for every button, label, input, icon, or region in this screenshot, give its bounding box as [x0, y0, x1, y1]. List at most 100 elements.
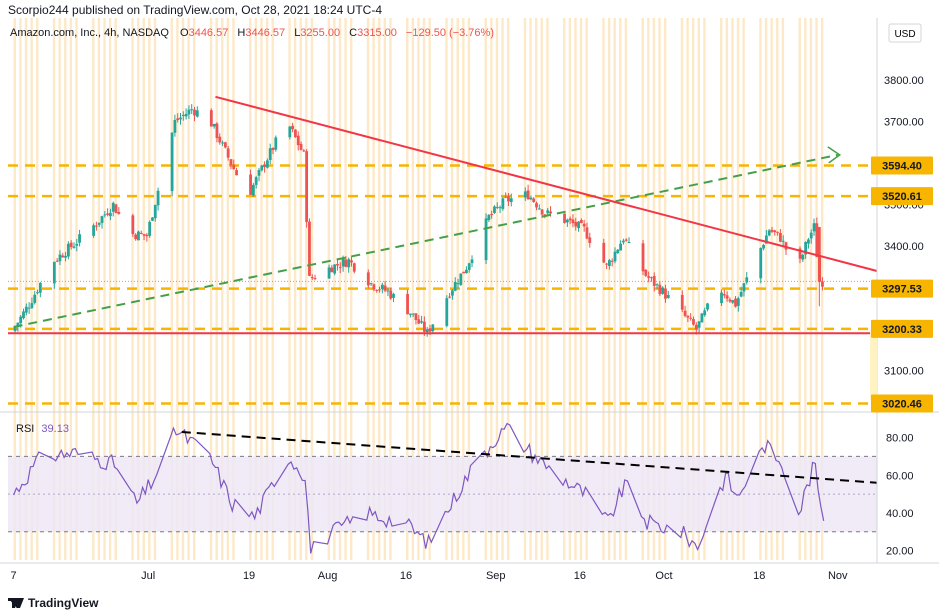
candle-body [666, 295, 670, 298]
session-stripe [647, 18, 650, 560]
price-tick-label: 3400.00 [884, 241, 924, 253]
session-stripe [736, 18, 740, 560]
session-stripe [462, 18, 465, 560]
candle-body [369, 283, 373, 285]
candle-body [156, 190, 160, 206]
candle-body [232, 164, 236, 170]
candle-body [209, 110, 213, 127]
candle-body [484, 218, 488, 261]
candle-body [145, 234, 149, 237]
candle-body [742, 283, 746, 292]
session-stripe [52, 18, 56, 560]
session-stripe [103, 18, 106, 560]
resistance-trend-line [215, 95, 878, 272]
candle-body [212, 123, 216, 127]
candle-body [305, 151, 309, 222]
candle-body [111, 202, 115, 212]
candle-body [610, 260, 614, 262]
session-stripe [327, 18, 330, 560]
candle-body [372, 284, 376, 290]
candle-body [661, 287, 665, 294]
time-tick-label: Oct [655, 570, 672, 582]
candle-body [308, 221, 311, 276]
candle-body [728, 299, 732, 302]
session-stripe [36, 18, 39, 560]
candle-body [697, 321, 701, 328]
candle-body [501, 198, 505, 209]
candle-body [411, 313, 415, 315]
candle-body [462, 271, 466, 274]
candle-body [153, 204, 157, 219]
candle-body [103, 214, 107, 216]
candle-body [184, 114, 188, 117]
candle-body [734, 298, 737, 307]
candle-body [622, 240, 625, 243]
candle-body [535, 203, 538, 208]
green-trend-line [13, 153, 838, 328]
session-stripe [226, 18, 230, 560]
ohlc-change-value: −129.50 (−3.76%) [406, 27, 494, 39]
candle-body [117, 211, 121, 214]
rsi-axis[interactable]: 80.00 60.00 40.00 20.00 [886, 433, 914, 558]
price-level-tag-label: 3594.40 [882, 160, 922, 172]
candle-body [347, 259, 351, 268]
candle-body [16, 322, 20, 327]
candle-body [97, 222, 101, 225]
candle-body [574, 221, 578, 227]
ohlc-high-value: 3446.57 [245, 27, 285, 39]
candle-body [776, 231, 779, 233]
candle-body [151, 217, 154, 221]
candle-body [378, 289, 381, 291]
session-stripe [260, 18, 263, 560]
session-stripe [209, 18, 213, 560]
candle-body [27, 307, 31, 309]
session-stripe [19, 18, 22, 560]
candle-body [408, 313, 412, 315]
candle-body [142, 233, 146, 236]
candle-body [425, 329, 429, 333]
candle-body [263, 164, 266, 168]
time-tick-label: 16 [574, 570, 586, 582]
currency-box[interactable] [888, 23, 922, 43]
tradingview-logo[interactable]: TradingView [8, 596, 98, 610]
candle-body [770, 229, 774, 232]
ohlc-close-label: C [349, 27, 357, 39]
session-stripe [221, 18, 224, 560]
session-stripe [770, 18, 773, 560]
candle-body [265, 160, 269, 168]
time-tick-label: 19 [243, 570, 255, 582]
candle-body [703, 310, 707, 316]
candle-body [453, 281, 457, 291]
candle-body [170, 132, 174, 192]
candle-body [493, 206, 496, 213]
candle-body [467, 263, 471, 270]
candle-body [215, 123, 219, 139]
candle-body [294, 129, 297, 138]
candle-body [195, 110, 199, 117]
candle-body [223, 142, 227, 148]
time-axis[interactable]: 7 Jul 19 Aug 16 Sep 16 Oct 18 Nov [11, 570, 848, 582]
candle-body [92, 225, 95, 236]
session-stripe [579, 18, 583, 560]
time-tick-label: Jul [141, 570, 155, 582]
candle-body [680, 294, 684, 310]
candle-body [406, 294, 409, 315]
candle-body [523, 191, 527, 198]
trend-lines[interactable] [8, 95, 878, 335]
candle-body [537, 208, 541, 210]
session-stripe [686, 18, 689, 560]
candle-body [338, 267, 342, 269]
candle-body [95, 225, 98, 227]
session-stripe [613, 18, 616, 560]
candle-body [137, 231, 140, 241]
candle-body [798, 248, 802, 259]
candle-body [333, 264, 337, 274]
candle-body [106, 213, 110, 215]
candle-body [173, 119, 177, 133]
candle-body [352, 263, 356, 272]
candle-body [549, 211, 552, 214]
session-stripe [731, 18, 734, 560]
candle-body [30, 303, 34, 308]
currency-label: USD [894, 29, 915, 40]
